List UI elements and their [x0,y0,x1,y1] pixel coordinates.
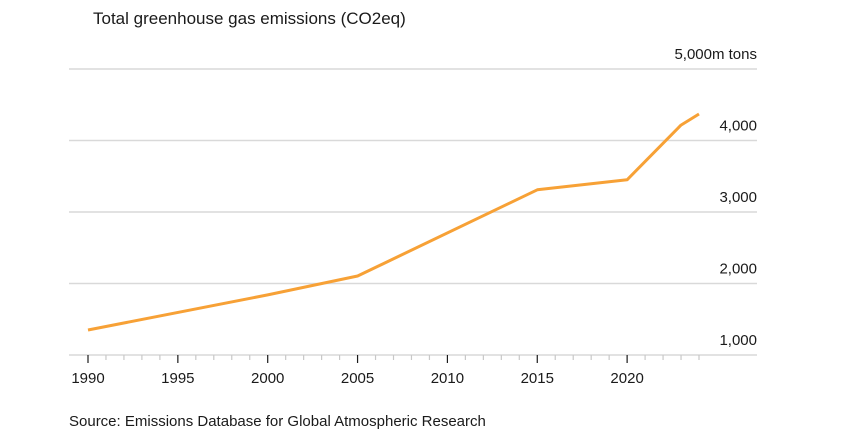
y-tick-label-1000: 1,000 [719,332,757,349]
x-tick-label-2000: 2000 [251,370,284,387]
source-note: Source: Emissions Database for Global At… [69,413,486,430]
x-tick-label-2005: 2005 [341,370,374,387]
x-tick-label-2010: 2010 [431,370,464,387]
y-tick-label-3000: 3,000 [719,189,757,206]
y-tick-label-4000: 4,000 [719,118,757,135]
x-tick-label-2015: 2015 [521,370,554,387]
series-line-emissions [87,112,700,332]
x-tick-label-1990: 1990 [71,370,104,387]
x-tick-label-2020: 2020 [610,370,643,387]
x-axis: 1990 1995 2000 2005 2010 2015 2020 [71,355,700,387]
chart-title: Total greenhouse gas emissions (CO2eq) [93,9,406,28]
y-tick-label-2000: 2,000 [719,261,757,278]
y-tick-label-5000: 5,000m tons [674,46,757,63]
x-tick-label-1995: 1995 [161,370,194,387]
series-layer [87,112,700,332]
y-axis-labels: 5,000m tons 4,000 3,000 2,000 1,000 [674,46,757,349]
gridlines [69,68,757,356]
